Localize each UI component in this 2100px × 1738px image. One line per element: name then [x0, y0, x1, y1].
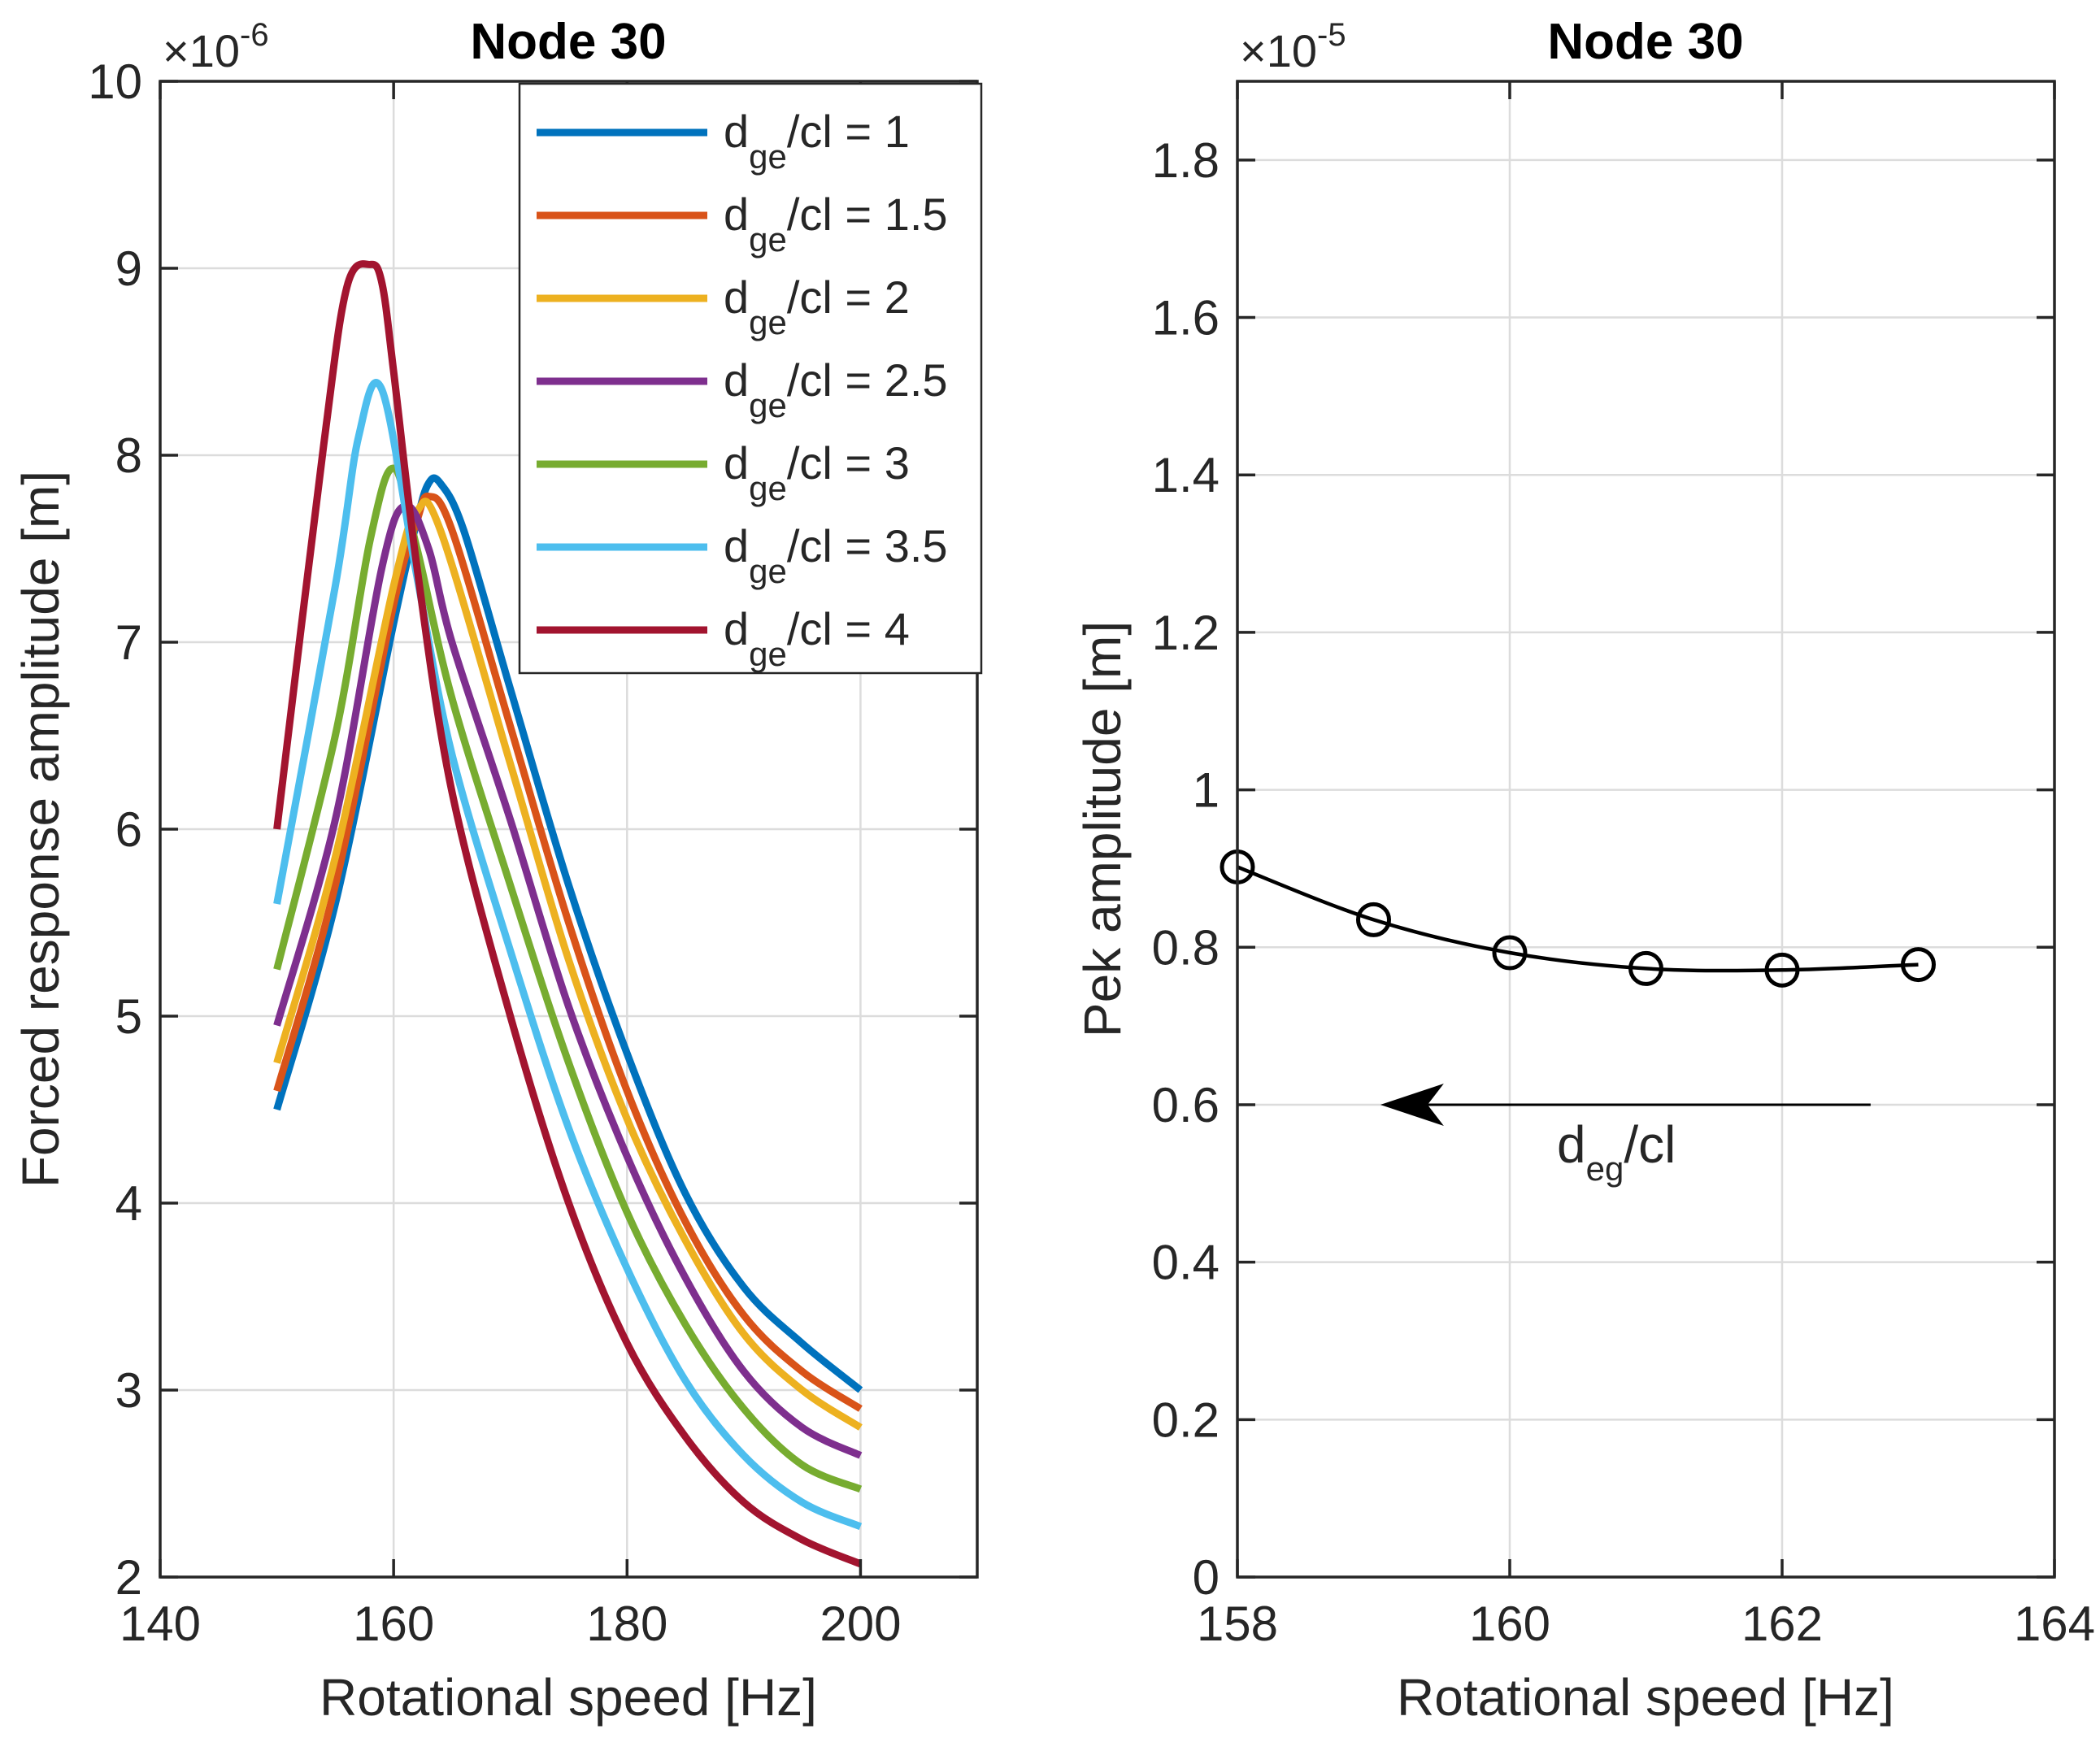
legend-label-5: dge/cl = 3.5: [724, 520, 948, 590]
legend-label-3: dge/cl = 2.5: [724, 354, 948, 424]
right-ytick-label: 0.6: [1152, 1078, 1220, 1132]
legend-label-1: dge/cl = 1.5: [724, 189, 948, 259]
right-series-line-0: [1237, 865, 1919, 973]
arrow-label-sub: eg: [1586, 1149, 1624, 1188]
legend-label-sub: ge: [749, 469, 787, 507]
right-ytick-label: 0: [1193, 1550, 1220, 1605]
right-data-point: [1492, 935, 1528, 971]
right-grid: [1236, 81, 2056, 1579]
legend-label-rest: /cl = 1.5: [787, 189, 948, 240]
right-ytick-label: 1.4: [1152, 448, 1220, 502]
legend-label-2: dge/cl = 2: [724, 272, 910, 341]
right-exponent-power: -5: [1317, 17, 1346, 53]
left-xtick-label: 140: [120, 1597, 201, 1651]
left-xlabel: Rotational speed [Hz]: [320, 1668, 817, 1727]
left-ytick-label: 5: [115, 989, 142, 1044]
right-axes-box: [1236, 80, 2056, 1579]
right-xlabel: Rotational speed [Hz]: [1397, 1668, 1894, 1727]
left-series-line-1: [273, 492, 863, 1412]
right-ytick-label: 1.2: [1152, 606, 1220, 660]
left-ytick-label: 3: [115, 1363, 142, 1418]
right-title: Node 30: [1547, 14, 1743, 70]
legend-label-sub: ge: [749, 220, 787, 259]
right-ytick-label: 0.8: [1152, 920, 1220, 975]
legend-label-main: d: [724, 189, 749, 240]
right-xtick-label: 164: [2014, 1597, 2095, 1651]
left-ytick-label: 7: [115, 615, 142, 670]
svg-text:×10-6: ×10-6: [163, 17, 269, 76]
right-data-point: [1764, 952, 1800, 988]
legend-label-sub: ge: [749, 137, 787, 176]
legend-label-main: d: [724, 520, 749, 571]
legend-label-sub: ge: [749, 552, 787, 590]
left-title: Node 30: [470, 14, 666, 70]
direction-arrow-head: [1380, 1083, 1444, 1126]
left-ytick-label: 4: [115, 1176, 142, 1231]
arrow-label-rest: /cl: [1624, 1115, 1676, 1174]
legend-label-rest: /cl = 2.5: [787, 354, 948, 406]
forced-response-panel: 140 160 180 200 2 3 4 5 6 7 8 9 10 Node 30 ×10-6 Rot…: [11, 14, 983, 1727]
legend-label-rest: /cl = 3: [787, 437, 910, 489]
arrow-label-main: d: [1557, 1115, 1586, 1174]
legend-label-sub: ge: [749, 303, 787, 341]
right-tick-group: 158 160 162 164 0 0.2 0.4 0.6 0.8 1 1.2 1.4 1.6 1.8: [1152, 81, 2095, 1651]
left-ytick-label: 8: [115, 428, 142, 483]
right-exponent-base: ×10: [1240, 25, 1317, 76]
legend-label-rest: /cl = 2: [787, 272, 910, 323]
legend-label-sub: ge: [749, 386, 787, 424]
left-series-line-4: [273, 464, 863, 1493]
left-xtick-label: 200: [820, 1597, 901, 1651]
svg-text:×10-5: ×10-5: [1240, 17, 1346, 76]
left-series-group: [273, 260, 863, 1568]
left-tick-group: 140 160 180 200 2 3 4 5 6 7 8 9 10: [88, 54, 977, 1651]
left-exponent-label: ×10-6: [163, 17, 269, 76]
left-xtick-label: 180: [586, 1597, 667, 1651]
right-ytick-label: 1.6: [1152, 291, 1220, 345]
left-xtick-label: 160: [353, 1597, 434, 1651]
right-xtick-label: 160: [1469, 1597, 1550, 1651]
left-ytick-label: 9: [115, 241, 142, 296]
right-data-point: [1356, 902, 1391, 937]
right-xtick-label: 158: [1197, 1597, 1278, 1651]
legend-label-main: d: [724, 272, 749, 323]
legend-label-4: dge/cl = 3: [724, 437, 910, 507]
right-xtick-label: 162: [1741, 1597, 1823, 1651]
legend-label-rest: /cl = 4: [787, 603, 910, 654]
left-exponent-power: -6: [240, 17, 269, 53]
legend-label-sub: ge: [749, 635, 787, 673]
direction-arrow-label: deg/cl: [1557, 1115, 1676, 1188]
right-data-point: [1628, 950, 1663, 986]
right-ytick-label: 1: [1193, 763, 1220, 818]
right-data-point: [1901, 947, 1936, 983]
left-series-line-6: [273, 260, 863, 1568]
peak-amplitude-panel: 158 160 162 164 0 0.2 0.4 0.6 0.8 1 1.2 1.4 1.6 1.8 N…: [1073, 14, 2095, 1727]
left-series-line-5: [273, 379, 863, 1531]
left-ytick-label: 2: [115, 1550, 142, 1605]
legend-label-main: d: [724, 106, 749, 157]
legend-label-0: dge/cl = 1: [724, 106, 910, 176]
legend-label-main: d: [724, 603, 749, 654]
legend-label-6: dge/cl = 4: [724, 603, 910, 673]
left-series-line-2: [273, 498, 863, 1431]
right-ytick-label: 0.2: [1152, 1393, 1220, 1447]
right-ytick-label: 0.4: [1152, 1236, 1220, 1290]
legend-label-main: d: [724, 437, 749, 489]
left-ytick-label: 6: [115, 802, 142, 857]
direction-annotation: deg/cl: [1380, 1083, 1871, 1188]
left-series-line-3: [273, 502, 863, 1459]
left-exponent-base: ×10: [163, 25, 240, 76]
left-ylabel: Forced response amplitude [m]: [11, 471, 70, 1188]
right-ylabel: Pek amplitude [m]: [1073, 621, 1132, 1037]
left-series-line-0: [273, 474, 863, 1393]
left-ytick-label: 10: [88, 54, 142, 109]
right-exponent-label: ×10-5: [1240, 17, 1346, 76]
legend-label-main: d: [724, 354, 749, 406]
right-ytick-label: 1.8: [1152, 133, 1220, 188]
legend-label-rest: /cl = 1: [787, 106, 910, 157]
legend-label-rest: /cl = 3.5: [787, 520, 948, 571]
right-series-group: [1220, 849, 1936, 988]
